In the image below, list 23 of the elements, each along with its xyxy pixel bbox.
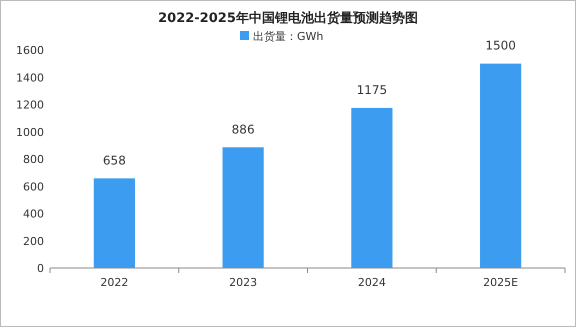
y-tick-label: 800 [23,153,44,166]
y-tick-label: 1000 [16,126,44,139]
y-tick-label: 400 [23,208,44,220]
chart-title: 2022-2025年中国锂电池出货量预测趋势图 [158,10,418,26]
bar [222,147,264,268]
legend-label: 出货量：GWh [253,30,324,43]
y-tick-label: 600 [23,180,44,194]
bar [480,64,522,268]
x-tick-label: 2025E [483,276,518,289]
data-label: 1175 [356,82,388,97]
x-tick-label: 2022 [100,276,128,289]
x-tick-label: 2023 [229,276,258,289]
data-label: 886 [232,122,255,136]
x-tick-label: 2024 [358,276,386,289]
y-tick-label: 1200 [16,98,44,112]
data-label: 1500 [485,38,516,53]
bar [94,178,135,268]
bar [351,108,392,268]
y-tick-label: 0 [37,262,44,275]
data-label: 658 [102,153,126,168]
y-tick-label: 1600 [16,44,44,57]
y-tick-label: 1400 [16,71,44,84]
y-tick-label: 200 [23,234,44,248]
